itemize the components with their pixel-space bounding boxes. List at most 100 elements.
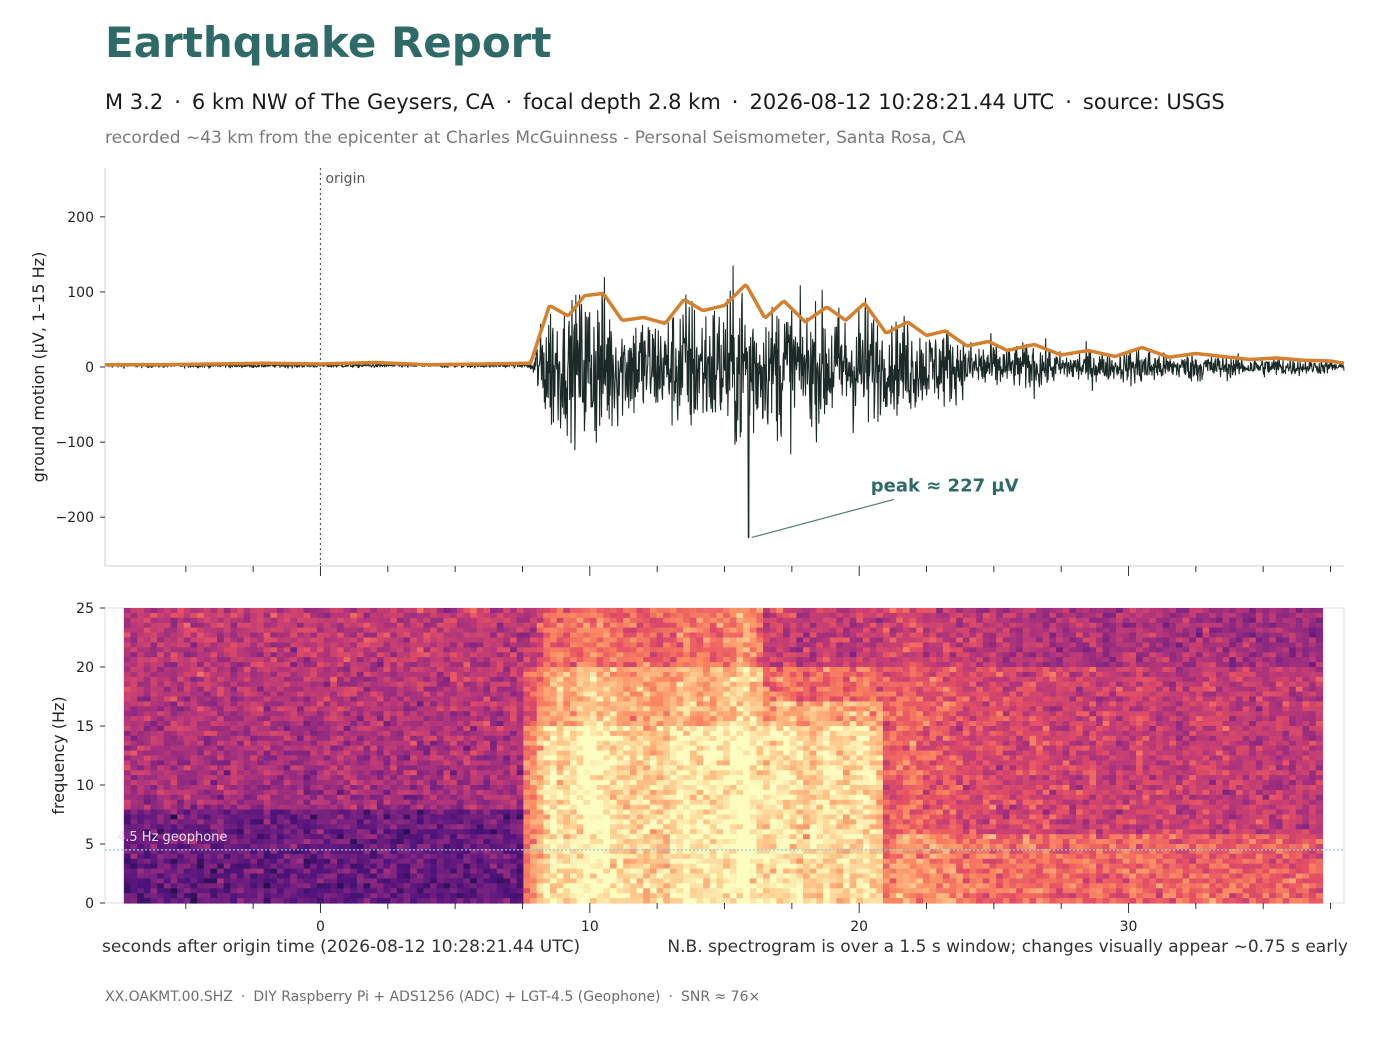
spectrogram-cell (530, 696, 538, 703)
spectrogram-cell (157, 819, 165, 825)
spectrogram-cell (296, 735, 305, 742)
spectrogram-cell (516, 612, 524, 619)
spectrogram-cell (376, 706, 385, 712)
spectrogram-cell (356, 755, 365, 762)
spectrogram-cell (623, 701, 631, 707)
spectrogram-cell (197, 701, 205, 707)
spectrogram-cell (436, 750, 445, 757)
spectrogram-cell (177, 647, 185, 653)
spectrogram-cell (343, 819, 351, 825)
spectrogram-cell (183, 622, 192, 629)
spectrogram-cell (243, 848, 251, 855)
spectrogram-cell (543, 868, 551, 875)
spectrogram-cell (350, 848, 358, 855)
spectrogram-cell (443, 760, 451, 766)
spectrogram-cell (143, 839, 152, 845)
spectrogram-cell (543, 853, 551, 860)
spectrogram-cell (283, 775, 291, 781)
spectrogram-cell (217, 706, 225, 712)
spectrogram-cell (476, 760, 485, 766)
spectrogram-cell (230, 657, 238, 663)
spectrogram-cell (516, 740, 524, 747)
spectrogram-cell (336, 785, 345, 791)
spectrogram-cell (450, 671, 458, 678)
spectrogram-cell (416, 858, 425, 865)
spectrogram-cell (636, 794, 644, 801)
spectrogram-cell (296, 637, 305, 644)
spectrogram-cell (436, 662, 445, 668)
spectrogram-cell (277, 775, 285, 781)
spectrogram-cell (656, 878, 664, 884)
spectrogram-cell (496, 711, 505, 717)
spectrogram-cell (403, 711, 411, 717)
spectrogram-cell (636, 681, 644, 688)
spectrogram-cell (583, 878, 591, 884)
spectrogram-cell (123, 839, 132, 845)
spectrogram-cell (543, 662, 551, 668)
spectrogram-cell (463, 799, 471, 806)
spectrogram-cell (217, 829, 225, 835)
spectrogram-cell (197, 617, 205, 624)
spectrogram-cell (443, 676, 451, 683)
spectrogram-cell (250, 848, 258, 855)
spectrogram-cell (629, 612, 638, 619)
spectrogram-cell (636, 721, 644, 727)
spectrogram-cell (163, 858, 172, 865)
spectrogram-cell (323, 794, 331, 801)
spectrogram-cell (470, 642, 478, 648)
spectrogram-cell (576, 657, 584, 663)
spectrogram-cell (296, 785, 305, 791)
spectrogram-cell (603, 671, 611, 678)
spectrogram-cell (576, 740, 584, 747)
spectrogram-cell (243, 750, 251, 757)
spectrogram-cell (423, 893, 431, 899)
spectrogram-cell (217, 622, 225, 629)
spectrogram-cell (550, 893, 558, 899)
spectrogram-cell (296, 701, 305, 707)
spectrogram-cell (303, 898, 311, 904)
spectrogram-cell (150, 789, 158, 796)
spectrogram-cell (363, 637, 371, 644)
spectrogram-cell (123, 691, 132, 698)
spectrogram-cell (130, 809, 138, 816)
spectrogram-cell (330, 701, 338, 707)
spectrogram-cell (563, 873, 571, 880)
spectrogram-cell (423, 794, 431, 801)
spectrogram-cell (589, 632, 598, 639)
spectrogram-cell (490, 888, 498, 894)
spectrogram-cell (403, 834, 411, 840)
spectrogram-cell (543, 622, 551, 629)
spectrogram-cell (217, 760, 225, 766)
spectrogram-cell (503, 858, 511, 865)
spectrogram-cell (550, 804, 558, 811)
spectrogram-cell (197, 770, 205, 776)
spectrogram-cell (343, 893, 351, 899)
spectrogram-cell (223, 667, 231, 673)
spectrogram-cell (456, 657, 465, 663)
spectrogram-cell (410, 681, 418, 688)
spectrogram-cell (150, 888, 158, 894)
spectrogram-cell (523, 829, 531, 835)
spectrogram-cell (396, 785, 405, 791)
spectrogram-cell (370, 819, 378, 825)
spectrogram-cell (170, 667, 178, 673)
spectrogram-cell (443, 898, 451, 904)
spectrogram-cell (197, 775, 205, 781)
spectrogram-cell (516, 622, 524, 629)
spectrogram-cell (283, 844, 291, 850)
spectrogram-cell (550, 647, 558, 653)
spectrogram-cell (510, 883, 518, 889)
spectrogram-cell (656, 632, 664, 639)
spectrogram-cell (550, 696, 558, 703)
spectrogram-cell (383, 745, 391, 752)
spectrogram-cell (556, 662, 564, 668)
spectrogram-cell (663, 814, 671, 821)
spectrogram-cell (130, 844, 138, 850)
spectrogram-cell (629, 711, 638, 717)
spectrogram-cell (396, 627, 405, 634)
spectrogram-cell (516, 844, 524, 850)
spectrogram-cell (190, 844, 198, 850)
spectrogram-cell (410, 622, 418, 629)
spectrogram-cell (416, 671, 425, 678)
spectrogram-cell (663, 721, 671, 727)
